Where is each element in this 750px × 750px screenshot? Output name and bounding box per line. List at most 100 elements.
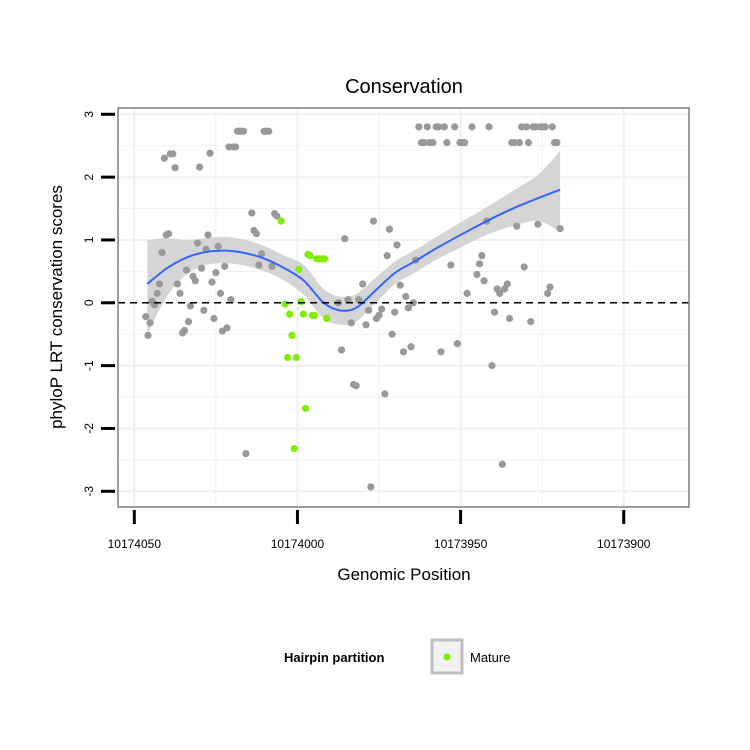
point-other bbox=[429, 138, 437, 147]
point-other bbox=[475, 260, 484, 268]
point-other bbox=[478, 252, 486, 260]
x-tick-label: 10173900 bbox=[597, 537, 651, 551]
y-tick-label: 2 bbox=[82, 173, 96, 180]
point-mature bbox=[288, 331, 296, 340]
point-other bbox=[513, 222, 521, 230]
smooth-line bbox=[146, 188, 561, 312]
point-other bbox=[171, 164, 179, 172]
point-other bbox=[451, 123, 459, 131]
point-other bbox=[200, 306, 208, 314]
point-other bbox=[144, 331, 152, 340]
point-other bbox=[496, 289, 504, 297]
y-tick-label: 0 bbox=[82, 299, 96, 306]
y-tick-label: -3 bbox=[82, 486, 96, 497]
point-other bbox=[553, 138, 561, 147]
point-other bbox=[520, 263, 528, 271]
y-axis-label: phyloP LRT conservation scores bbox=[47, 185, 66, 429]
point-other bbox=[265, 127, 273, 135]
y-axis: -3 -2 -1 0 1 2 3 bbox=[82, 111, 115, 497]
point-other bbox=[142, 313, 150, 321]
point-other bbox=[273, 212, 281, 220]
point-other bbox=[447, 261, 455, 269]
point-other bbox=[522, 123, 531, 131]
point-other bbox=[527, 318, 535, 326]
point-other bbox=[362, 321, 370, 329]
point-other bbox=[212, 269, 220, 277]
point-other bbox=[240, 127, 248, 135]
point-other bbox=[546, 283, 554, 291]
point-other bbox=[227, 296, 235, 304]
x-tick-label: 10174050 bbox=[108, 537, 162, 551]
point-other bbox=[375, 311, 383, 319]
point-mature bbox=[281, 300, 289, 308]
x-tick-label: 10173950 bbox=[434, 537, 488, 551]
point-other bbox=[195, 163, 204, 171]
plot-panel bbox=[118, 108, 689, 507]
point-other bbox=[208, 278, 216, 286]
point-mature bbox=[297, 297, 305, 306]
point-other bbox=[184, 318, 193, 326]
point-other bbox=[221, 262, 229, 270]
point-other bbox=[369, 217, 378, 225]
point-other bbox=[420, 138, 428, 147]
point-other bbox=[548, 123, 556, 131]
point-other bbox=[164, 230, 173, 238]
point-other bbox=[423, 123, 431, 131]
y-tick-label: -1 bbox=[82, 360, 96, 371]
x-axis: 10174050 10174000 10173950 10173900 bbox=[108, 510, 651, 551]
point-other bbox=[231, 143, 240, 151]
point-other bbox=[359, 280, 367, 288]
confidence-ribbon bbox=[147, 150, 561, 335]
legend-title: Hairpin partition bbox=[284, 650, 384, 665]
point-other bbox=[158, 248, 166, 257]
point-other bbox=[385, 225, 394, 233]
data-points bbox=[142, 123, 564, 491]
point-other bbox=[255, 261, 263, 269]
point-other bbox=[214, 242, 222, 250]
point-other bbox=[223, 324, 231, 332]
point-other bbox=[378, 305, 386, 313]
point-other bbox=[443, 138, 451, 147]
point-other bbox=[463, 289, 471, 297]
point-other bbox=[197, 264, 206, 272]
point-other bbox=[191, 277, 199, 285]
point-other bbox=[534, 220, 542, 228]
point-other bbox=[541, 123, 549, 131]
plot-panel-border bbox=[117, 107, 690, 508]
point-mature bbox=[320, 255, 329, 263]
point-other bbox=[415, 123, 423, 131]
point-other bbox=[173, 280, 181, 288]
point-mature bbox=[323, 314, 331, 323]
point-mature bbox=[302, 404, 310, 412]
point-other bbox=[367, 483, 375, 491]
point-mature bbox=[310, 311, 319, 319]
point-other bbox=[169, 150, 177, 158]
point-other bbox=[556, 225, 564, 233]
point-other bbox=[498, 460, 506, 468]
point-mature bbox=[277, 217, 285, 225]
point-other bbox=[388, 330, 396, 338]
confidence-band bbox=[147, 150, 561, 335]
legend-label-mature: Mature bbox=[470, 650, 510, 665]
point-other bbox=[216, 289, 225, 297]
point-other bbox=[153, 289, 161, 297]
point-other bbox=[186, 302, 195, 310]
point-other bbox=[391, 308, 399, 316]
point-other bbox=[402, 292, 410, 301]
point-other bbox=[485, 123, 493, 131]
point-other bbox=[480, 277, 488, 285]
point-other bbox=[206, 149, 214, 157]
point-other bbox=[396, 281, 404, 289]
point-other bbox=[344, 296, 352, 304]
point-mature bbox=[299, 310, 307, 318]
point-other bbox=[524, 138, 533, 147]
point-mature bbox=[284, 353, 292, 362]
legend-key-mature bbox=[443, 653, 451, 661]
point-mature bbox=[306, 252, 314, 260]
point-other bbox=[460, 138, 469, 147]
point-other bbox=[488, 362, 496, 370]
point-other bbox=[364, 306, 373, 314]
point-mature bbox=[286, 310, 294, 318]
point-other bbox=[490, 308, 499, 316]
